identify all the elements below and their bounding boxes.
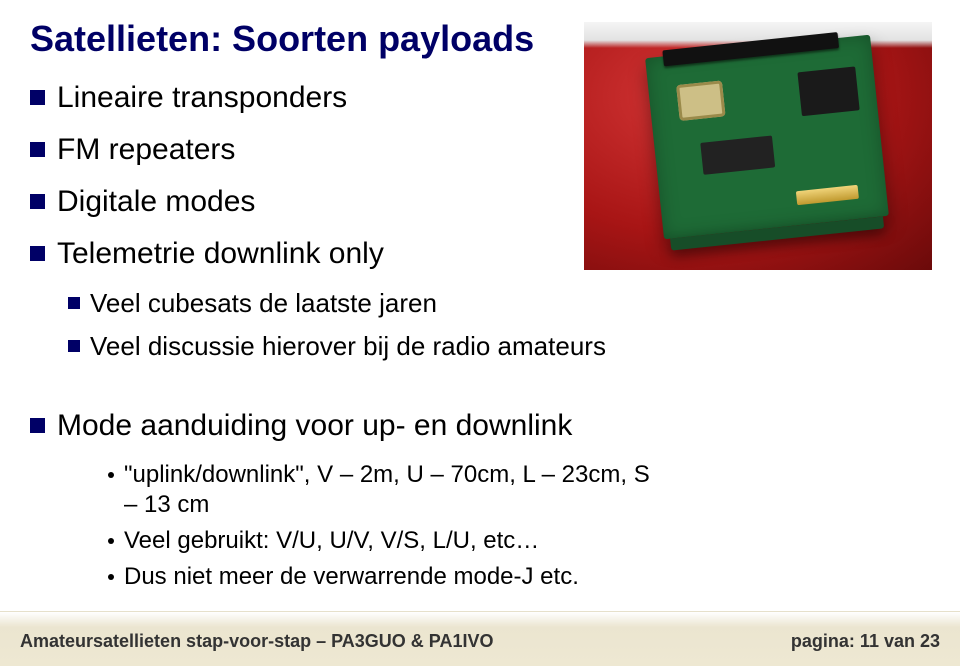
bullet-text: Digitale modes <box>57 184 255 220</box>
bullet-square-small-icon <box>68 340 80 352</box>
bullet-square-icon <box>30 418 45 433</box>
subsub-bullet-item: "uplink/downlink", V – 2m, U – 70cm, L –… <box>108 460 650 520</box>
pcb-chip-black <box>700 135 775 174</box>
sub-bullet-item: Veel cubesats de laatste jaren <box>68 288 650 319</box>
bullet-square-icon <box>30 194 45 209</box>
bullet-item: Digitale modes <box>30 184 650 220</box>
bullet-text: Mode aanduiding voor up- en downlink <box>57 408 572 444</box>
subsub-bullet-text: Dus niet meer de verwarrende mode-J etc. <box>124 562 579 592</box>
bullet-item: Telemetrie downlink only <box>30 236 650 272</box>
subsub-bullet-item: Dus niet meer de verwarrende mode-J etc. <box>108 562 650 592</box>
bullet-dot-icon <box>108 538 114 544</box>
subsub-bullet-text: "uplink/downlink", V – 2m, U – 70cm, L –… <box>124 460 650 520</box>
bullet-square-small-icon <box>68 297 80 309</box>
spacer <box>30 374 650 408</box>
subsub-bullet-item: Veel gebruikt: V/U, U/V, V/S, L/U, etc… <box>108 526 650 556</box>
subsub-bullet-text: Veel gebruikt: V/U, U/V, V/S, L/U, etc… <box>124 526 539 556</box>
sub-bullet-text: Veel discussie hierover bij de radio ama… <box>90 331 606 362</box>
bullet-dot-icon <box>108 574 114 580</box>
bullet-item: FM repeaters <box>30 132 650 168</box>
pcb-connector-gold <box>796 185 859 205</box>
sub-bullet-text: Veel cubesats de laatste jaren <box>90 288 437 319</box>
bullet-item: Lineaire transponders <box>30 80 650 116</box>
slide: Satellieten: Soorten payloads Lineaire t… <box>0 0 960 666</box>
bullet-text: Lineaire transponders <box>57 80 347 116</box>
pcb-chip-gold <box>676 80 726 121</box>
footer: Amateursatellieten stap-voor-stap – PA3G… <box>0 616 960 666</box>
slide-title: Satellieten: Soorten payloads <box>30 18 534 60</box>
bullet-square-icon <box>30 90 45 105</box>
bullet-square-icon <box>30 142 45 157</box>
footer-page-number: pagina: 11 van 23 <box>791 631 940 652</box>
bullet-text: Telemetrie downlink only <box>57 236 384 272</box>
sub-bullet-item: Veel discussie hierover bij de radio ama… <box>68 331 650 362</box>
circuit-board <box>645 35 889 240</box>
bullet-content: Lineaire transponders FM repeaters Digit… <box>30 80 650 598</box>
bullet-item: Mode aanduiding voor up- en downlink <box>30 408 650 444</box>
footer-left-text: Amateursatellieten stap-voor-stap – PA3G… <box>20 631 493 652</box>
bullet-text: FM repeaters <box>57 132 235 168</box>
bullet-dot-icon <box>108 472 114 478</box>
bullet-square-icon <box>30 246 45 261</box>
